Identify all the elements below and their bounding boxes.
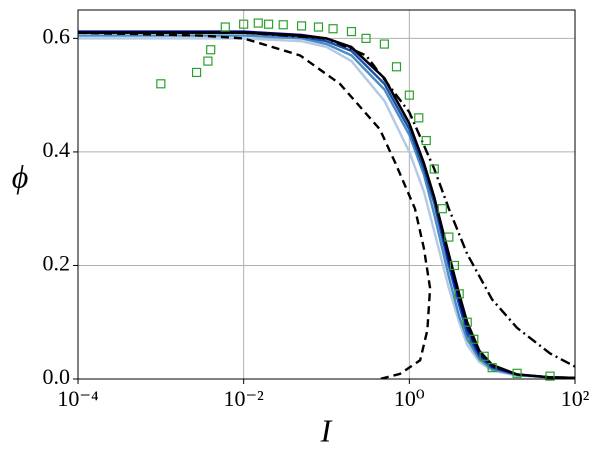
marker — [206, 45, 216, 55]
marker — [264, 19, 274, 29]
y-tick-label: 0.0 — [43, 364, 71, 389]
y-tick-label: 0.6 — [43, 23, 71, 48]
line — [78, 31, 432, 379]
marker — [379, 39, 389, 49]
y-tick-label: 0.2 — [43, 251, 71, 276]
marker — [429, 164, 439, 174]
x-tick-label: 10² — [561, 386, 590, 411]
marker — [296, 21, 307, 31]
marker — [278, 20, 288, 30]
line — [78, 34, 575, 379]
marker — [479, 351, 489, 361]
marker — [437, 204, 447, 214]
line — [78, 30, 575, 379]
plot-frame — [77, 9, 576, 380]
marker — [328, 24, 338, 34]
x-tick-label: 10⁻⁴ — [57, 386, 99, 411]
line — [78, 31, 575, 368]
x-tick-label: 10⁻² — [224, 386, 265, 411]
marker — [361, 33, 371, 43]
marker — [545, 371, 555, 381]
marker — [346, 26, 357, 37]
marker — [487, 363, 497, 373]
marker — [191, 67, 202, 78]
marker — [220, 22, 230, 32]
x-tick-label: 10⁰ — [394, 386, 425, 411]
marker — [404, 90, 414, 100]
marker — [462, 317, 472, 327]
y-tick-label: 0.4 — [43, 137, 71, 162]
marker — [203, 56, 213, 66]
marker — [391, 62, 402, 72]
marker — [414, 113, 424, 123]
marker — [512, 368, 522, 378]
marker — [469, 334, 479, 344]
marker — [449, 260, 460, 271]
line — [78, 31, 575, 379]
marker — [156, 79, 166, 89]
marker — [253, 18, 263, 28]
marker — [444, 232, 454, 242]
marker — [239, 19, 249, 29]
marker — [313, 22, 324, 32]
y-axis-label: ϕ — [12, 158, 29, 194]
x-axis-label: I — [320, 412, 333, 448]
line — [78, 37, 575, 379]
line — [78, 31, 575, 379]
marker — [421, 135, 431, 146]
marker — [454, 289, 464, 299]
